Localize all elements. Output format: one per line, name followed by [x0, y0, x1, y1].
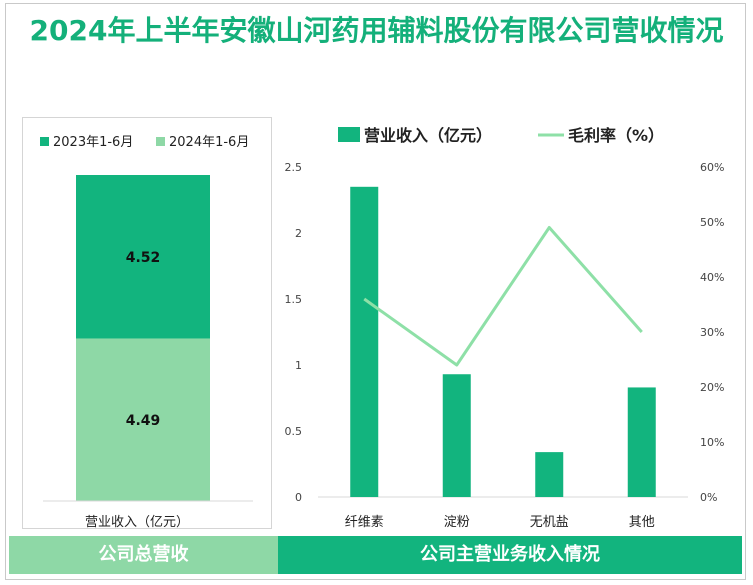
legend-label-2024: 2024年1-6月 [169, 135, 249, 150]
data-label-2023: 4.52 [126, 250, 161, 266]
chart-frame [5, 3, 746, 580]
legend-label-revenue: 营业收入（亿元） [364, 126, 492, 145]
left-axis-label: 营业收入（亿元） [85, 515, 189, 528]
total-revenue-panel: 2023年1-6月 2024年1-6月 4.52 4.49 营业收入（亿元） [22, 117, 272, 530]
left-axis-tick: 0 [295, 491, 302, 504]
left-axis-tick: 2 [295, 227, 302, 240]
revenue-bar [442, 374, 471, 497]
gross-margin-line [363, 226, 643, 367]
right-axis-tick: 30% [700, 326, 724, 339]
segment-revenue-band: 公司主营业务收入情况 [278, 536, 742, 574]
right-axis-tick: 20% [700, 381, 724, 394]
legend-swatch-2023 [40, 137, 49, 146]
bar-2024 [76, 338, 210, 501]
revenue-bar [627, 387, 656, 497]
chart-title: 2024年上半年安徽山河药用辅料股份有限公司营收情况 [29, 14, 724, 47]
right-axis-tick: 50% [700, 216, 724, 229]
data-label-2024: 4.49 [126, 413, 161, 429]
revenue-bar [535, 452, 564, 497]
right-axis-tick: 10% [700, 436, 724, 449]
left-axis-tick: 0.5 [285, 425, 303, 438]
legend-label-2023: 2023年1-6月 [53, 135, 133, 150]
category-label: 纤维素 [345, 515, 384, 530]
right-axis-tick: 40% [700, 271, 724, 284]
category-label: 其他 [629, 515, 655, 530]
right-axis-tick: 60% [700, 161, 724, 174]
total-revenue-band: 公司总营收 [9, 536, 278, 574]
legend-swatch-2024 [156, 137, 165, 146]
revenue-bar [350, 186, 379, 498]
category-label: 淀粉 [444, 515, 470, 530]
legend-swatch-revenue [338, 127, 360, 142]
category-label: 无机盐 [530, 515, 569, 530]
bar-2023 [76, 175, 210, 339]
legend-label-margin: 毛利率（%） [568, 126, 664, 145]
left-axis-tick: 1 [295, 359, 302, 372]
total-revenue-chart: 2023年1-6月 2024年1-6月 4.52 4.49 营业收入（亿元） [40, 135, 253, 530]
left-axis-tick: 2.5 [285, 161, 303, 174]
right-axis-tick: 0% [700, 491, 717, 504]
left-axis-tick: 1.5 [285, 293, 303, 306]
